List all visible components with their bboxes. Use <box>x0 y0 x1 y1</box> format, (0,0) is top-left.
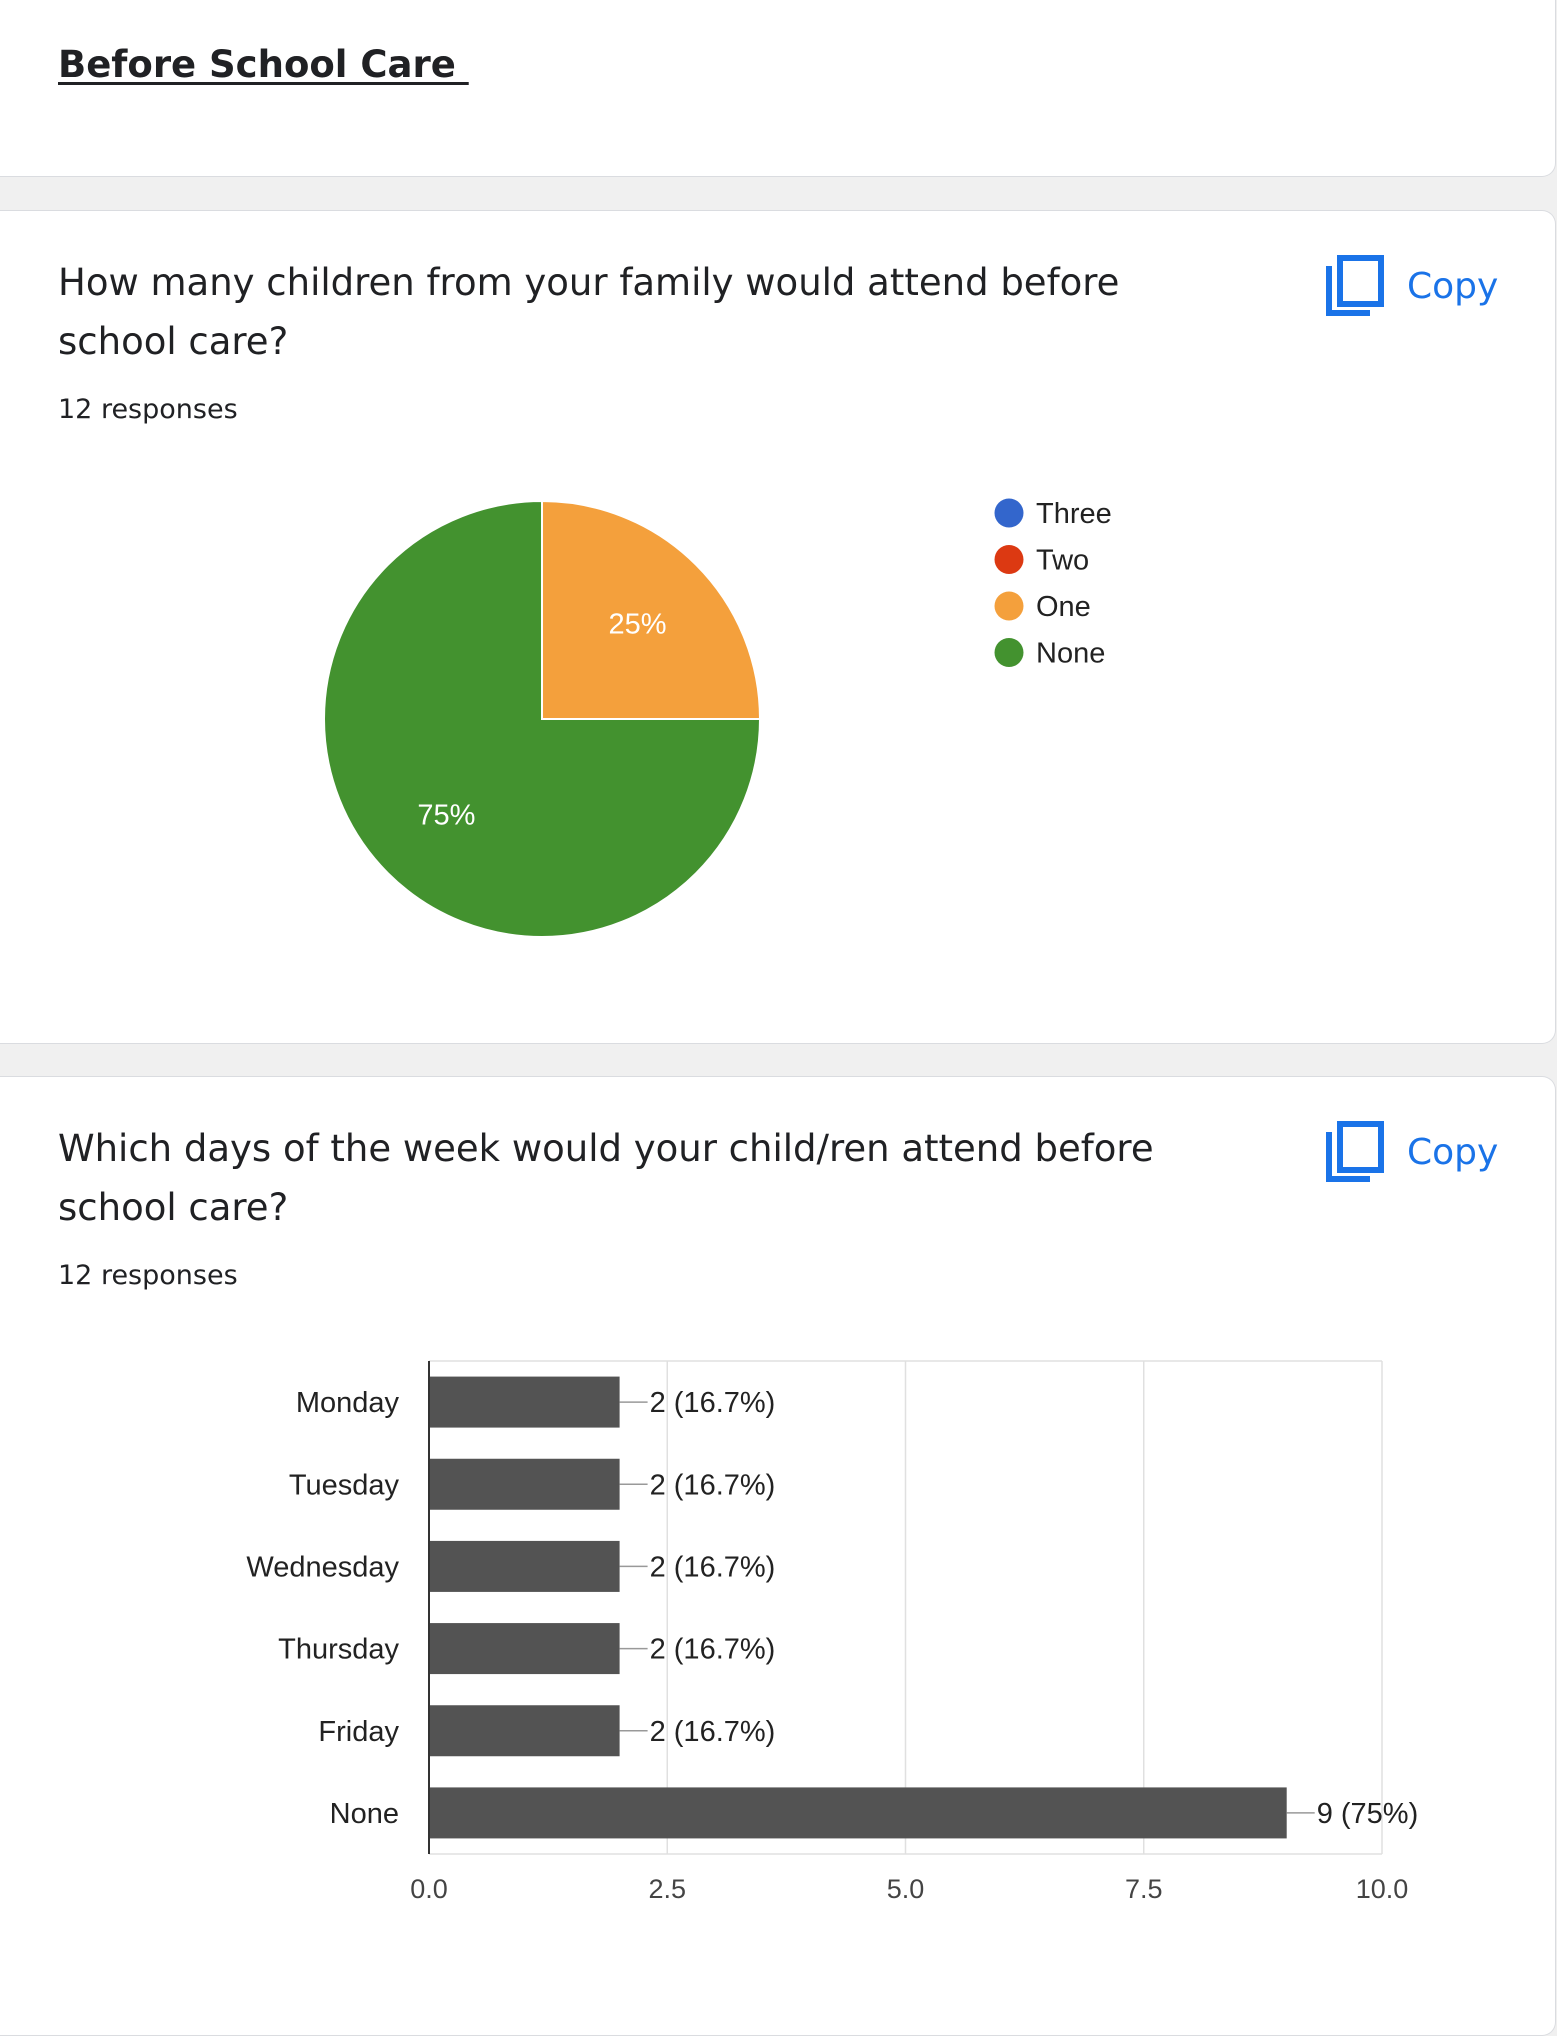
legend-item-two[interactable]: Two <box>994 545 1090 577</box>
value-label: 2 (16.7%) <box>650 1634 776 1666</box>
response-count: 12 responses <box>58 1260 238 1291</box>
legend-swatch <box>994 638 1024 667</box>
question-title: Which days of the week would your child/… <box>58 1127 1154 1229</box>
x-tick-label: 10.0 <box>1356 1874 1409 1904</box>
legend-item-three[interactable]: Three <box>994 498 1112 530</box>
legend-label: Two <box>1036 545 1089 577</box>
pie-slices: 25% 75% <box>323 499 762 938</box>
category-label: None <box>330 1798 399 1830</box>
pie-slice-none[interactable] <box>323 499 762 938</box>
legend-swatch <box>994 591 1024 621</box>
legend-item-none[interactable]: None <box>994 638 1106 670</box>
x-tick-label: 7.5 <box>1125 1874 1163 1904</box>
bar-none[interactable] <box>429 1787 1287 1839</box>
pie-slice-label: 75% <box>417 800 475 832</box>
gridlines <box>428 1360 1383 1855</box>
bar-wednesday[interactable] <box>429 1540 620 1592</box>
pie-legend: Three Two One None <box>994 498 1112 670</box>
bar-chart: Monday 2 (16.7%) Tuesday 2 (16.7%) Wednesday… <box>246 1360 1419 1904</box>
x-tick-label: 0.0 <box>410 1874 448 1904</box>
category-label: Wednesday <box>246 1551 399 1583</box>
legend-label: Three <box>1036 498 1112 530</box>
copy-chart-button[interactable]: Copy <box>1326 254 1498 318</box>
value-label: 2 (16.7%) <box>650 1469 776 1501</box>
legend-label: None <box>1036 638 1105 670</box>
question-card-days: Which days of the week would your child/… <box>0 1076 1556 2036</box>
pie-chart: 25% 75% Three Two One None <box>323 498 1112 938</box>
bars: Monday 2 (16.7%) Tuesday 2 (16.7%) Wednesday… <box>246 1376 1419 1839</box>
value-label: 2 (16.7%) <box>650 1551 776 1583</box>
value-label: 2 (16.7%) <box>650 1716 776 1748</box>
legend-label: One <box>1036 591 1091 623</box>
pie-slice-label: 25% <box>609 608 667 640</box>
bar-tuesday[interactable] <box>429 1458 620 1510</box>
response-count: 12 responses <box>58 394 238 425</box>
value-label: 9 (75%) <box>1317 1798 1419 1830</box>
bar-thursday[interactable] <box>429 1623 620 1675</box>
copy-label: Copy <box>1407 1131 1499 1173</box>
section-header-card: Before School Care <box>0 0 1556 177</box>
category-label: Friday <box>318 1716 399 1748</box>
copy-chart-button[interactable]: Copy <box>1326 1120 1498 1184</box>
x-tick-label: 5.0 <box>887 1874 925 1904</box>
legend-item-one[interactable]: One <box>994 591 1091 623</box>
x-tick-label: 2.5 <box>648 1874 686 1904</box>
copy-icon <box>1326 1121 1384 1182</box>
legend-swatch <box>994 498 1024 528</box>
category-label: Tuesday <box>289 1469 400 1501</box>
x-axis-ticks: 0.0 2.5 5.0 7.5 10.0 <box>410 1874 1408 1904</box>
bar-friday[interactable] <box>429 1705 620 1757</box>
bar-monday[interactable] <box>429 1376 620 1428</box>
copy-label: Copy <box>1407 265 1499 307</box>
pie-slice-one[interactable] <box>541 499 762 720</box>
category-label: Monday <box>296 1387 400 1419</box>
value-label: 2 (16.7%) <box>650 1387 776 1419</box>
category-label: Thursday <box>278 1634 399 1666</box>
section-title: Before School Care <box>58 43 469 86</box>
question-card-children: How many children from your family would… <box>0 210 1556 1044</box>
copy-icon <box>1326 255 1384 316</box>
question-title: How many children from your family would… <box>58 261 1120 363</box>
legend-swatch <box>994 545 1024 574</box>
